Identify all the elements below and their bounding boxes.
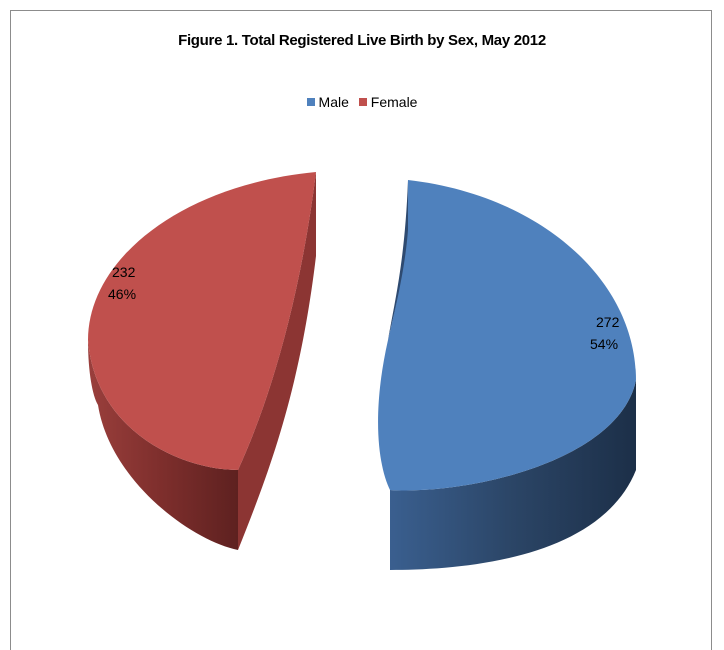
male-percent-label: 54% — [590, 336, 618, 352]
legend-swatch-male — [306, 98, 315, 106]
chart-title: Figure 1. Total Registered Live Birth by… — [178, 32, 546, 49]
legend-swatch-female — [358, 98, 367, 106]
male-value-label: 272 — [596, 314, 620, 330]
legend-label-male: Male — [318, 94, 349, 110]
female-slice — [88, 172, 316, 470]
female-slice-side — [88, 340, 238, 550]
male-slice-inner-edge — [388, 180, 408, 340]
female-value-label: 232 — [112, 264, 136, 280]
female-percent-label: 46% — [108, 286, 136, 302]
legend-label-female: Female — [370, 94, 418, 110]
female-slice-wedge-side — [238, 172, 316, 550]
male-slice-side — [390, 380, 636, 570]
legend-item-male: Male — [306, 94, 349, 110]
legend-item-female: Female — [358, 94, 418, 110]
male-slice — [378, 180, 636, 491]
chart-legend: Male Female — [0, 94, 724, 110]
